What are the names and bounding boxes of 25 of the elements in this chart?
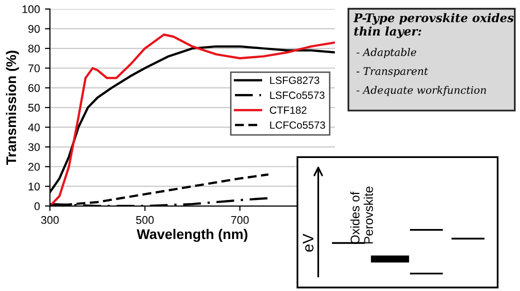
text: P-Type perovskite oxides thin layer: [353,13,514,38]
legend-label: LSFG8273 [270,76,320,84]
y-tick-label: 100 [22,5,40,14]
text: - Adaptable [356,48,416,58]
x-axis-title: Wavelength (nm) [136,228,248,242]
x-tick-label: 300 [41,216,59,224]
y-tick-label: 10 [28,182,40,190]
y-axis-title: Transmission (%) [6,50,19,165]
y-tick-label: 90 [28,24,40,33]
text: eV [302,234,314,252]
y-tick-label: 60 [28,84,40,92]
y-tick-label: 30 [28,143,40,152]
y-tick-label: 20 [28,162,40,171]
y-tick-label: 0 [34,202,40,210]
text: - Transparent [356,67,428,78]
x-tick-label: 700 [231,216,249,224]
x-tick-label: 500 [136,216,154,224]
legend-label: LCFCo5573 [270,121,326,129]
y-tick-label: 50 [28,104,40,112]
y-tick-label: 40 [28,123,40,132]
legend-label: LSFCo5573 [270,92,324,99]
text: - Adequate workfunction [356,86,486,96]
y-tick-label: 70 [28,64,40,72]
legend-label: CTF182 [270,106,306,114]
y-tick-label: 80 [28,44,40,53]
